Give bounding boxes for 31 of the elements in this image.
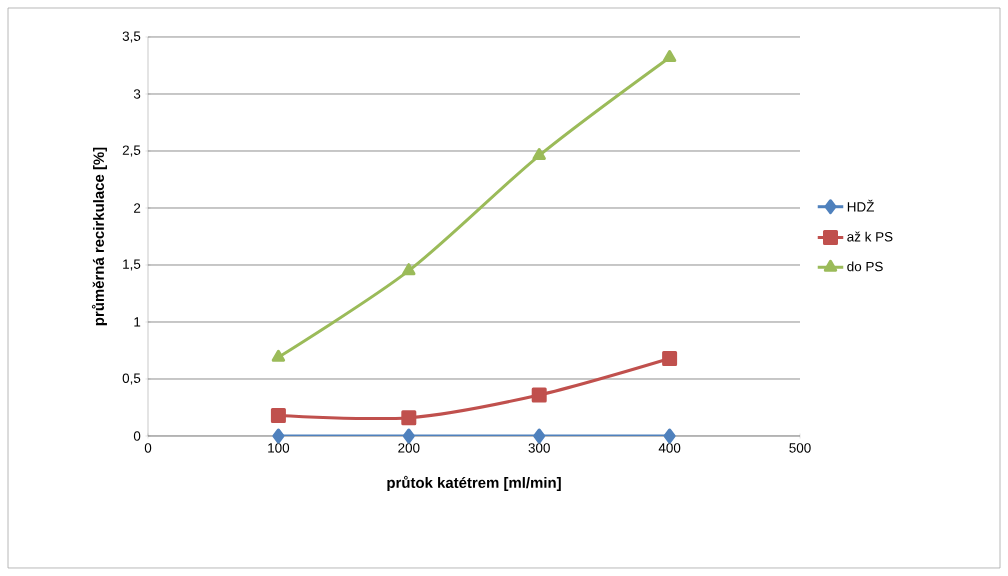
- point: [533, 428, 546, 444]
- legend-label: do PS: [847, 261, 883, 272]
- point: [271, 349, 286, 362]
- y-tick-label: 0,5: [122, 373, 141, 385]
- y-tick-label: 1: [134, 317, 141, 327]
- point: [663, 428, 676, 444]
- point: [531, 387, 547, 403]
- legend-label: HDŽ: [847, 199, 874, 212]
- point: [272, 428, 285, 444]
- point: [401, 410, 417, 426]
- point: [270, 407, 286, 423]
- y-tick-label: 3: [133, 89, 141, 99]
- point: [662, 350, 678, 366]
- y-tick-label: 2,5: [122, 145, 141, 157]
- point: [402, 428, 415, 444]
- x-tick-label: 400: [658, 443, 681, 453]
- y-axis-title: průměrná recirkulace [%]: [91, 147, 107, 326]
- x-axis-title: průtok katétrem [ml/min]: [387, 475, 561, 491]
- y-tick-label: 1,5: [123, 259, 141, 271]
- y-tick-label: 2: [134, 203, 141, 213]
- point: [662, 50, 677, 63]
- point: [402, 263, 416, 276]
- x-tick-label: 100: [268, 443, 290, 453]
- x-tick-label: 200: [398, 443, 420, 453]
- x-tick-label: 500: [789, 443, 811, 453]
- y-tick-label: 0: [133, 431, 141, 441]
- y-tick-label: 3,5: [122, 31, 141, 43]
- legend-label: až k PS: [847, 231, 893, 242]
- point: [532, 148, 546, 161]
- x-tick-label: 0: [144, 443, 152, 453]
- x-tick-label: 300: [528, 443, 550, 453]
